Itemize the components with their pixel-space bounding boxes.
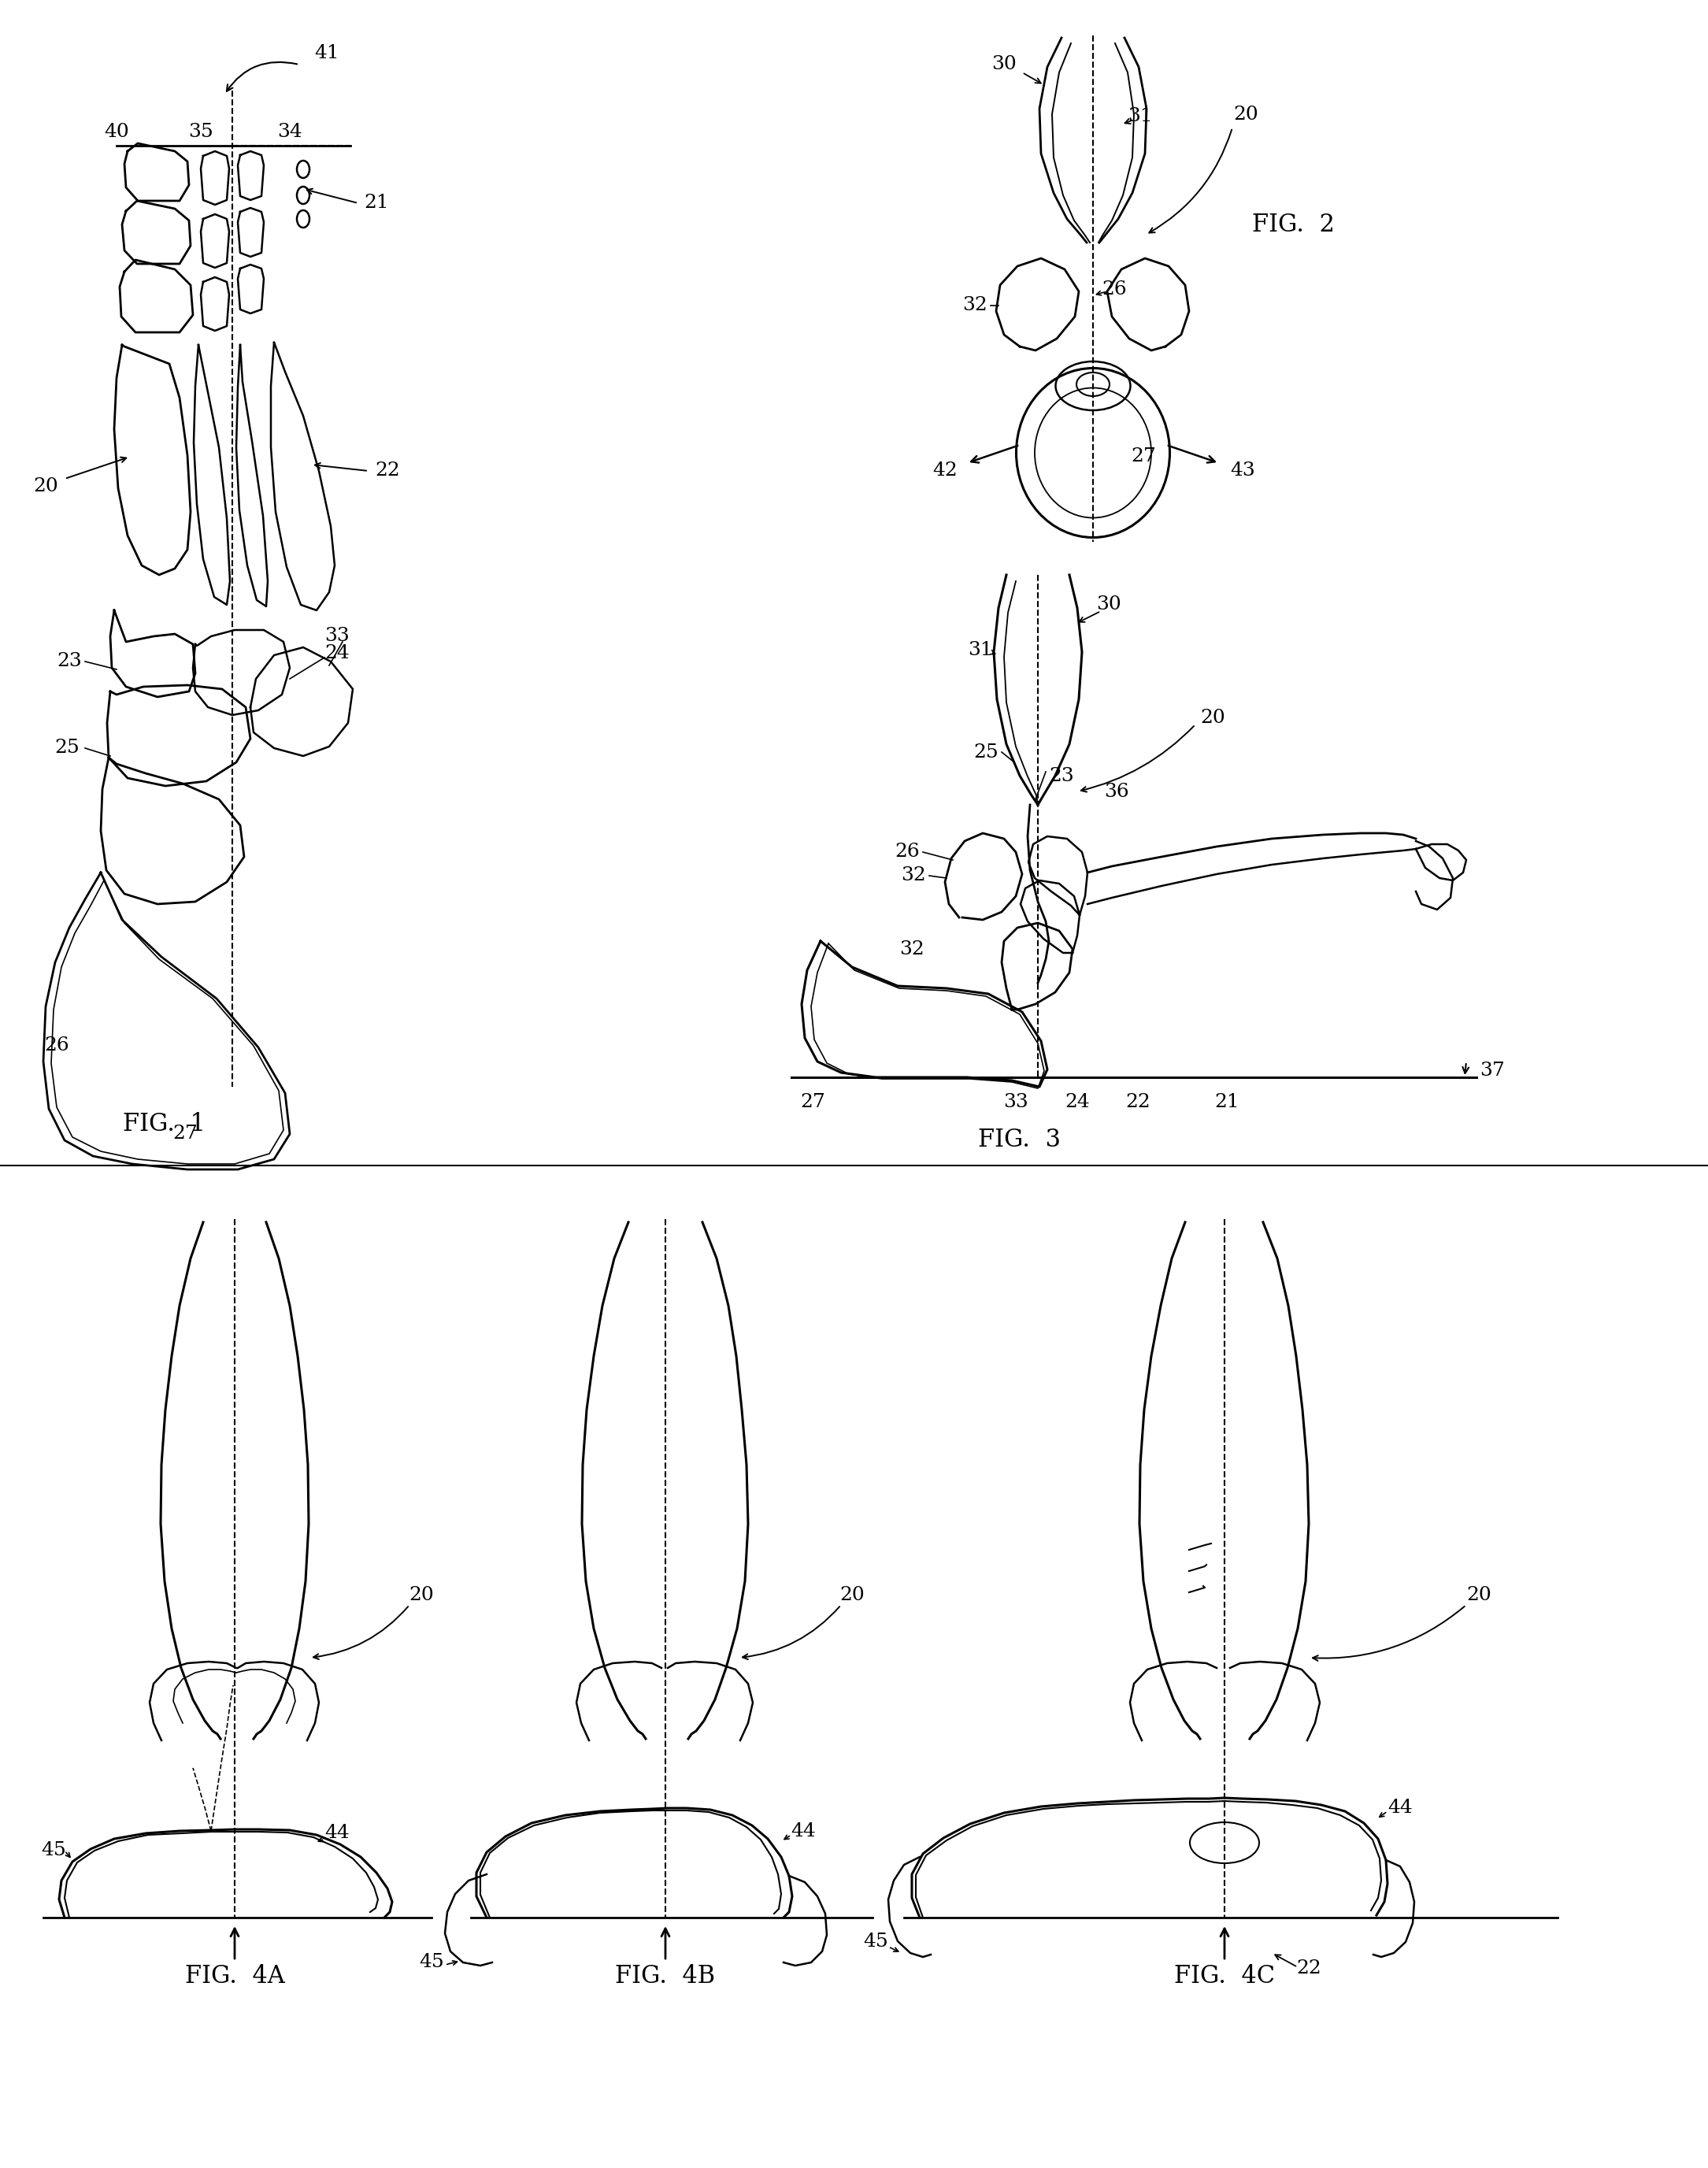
Text: FIG.  4B: FIG. 4B — [615, 1964, 716, 1988]
Text: 32: 32 — [900, 941, 924, 958]
Text: 20: 20 — [408, 1585, 434, 1604]
Text: 22: 22 — [376, 462, 400, 479]
Text: FIG.  4C: FIG. 4C — [1173, 1964, 1274, 1988]
Text: 31: 31 — [968, 640, 992, 659]
Text: 45: 45 — [863, 1932, 888, 1951]
Text: 37: 37 — [1479, 1062, 1505, 1080]
Text: 30: 30 — [992, 56, 1016, 74]
Text: 32: 32 — [962, 297, 987, 314]
Text: 27: 27 — [799, 1093, 825, 1112]
Text: 44: 44 — [791, 1821, 816, 1841]
Text: 26: 26 — [44, 1036, 70, 1056]
Text: 20: 20 — [1201, 709, 1225, 726]
Text: FIG.  4A: FIG. 4A — [184, 1964, 285, 1988]
Text: 32: 32 — [900, 867, 926, 885]
Text: 20: 20 — [32, 477, 58, 496]
Text: 34: 34 — [277, 124, 302, 141]
Text: 26: 26 — [1102, 280, 1127, 299]
Text: 23: 23 — [1049, 767, 1074, 785]
Text: 40: 40 — [104, 124, 130, 141]
Text: 26: 26 — [895, 843, 919, 861]
Text: 30: 30 — [1097, 596, 1120, 614]
Text: 27: 27 — [1131, 449, 1156, 466]
Text: 33: 33 — [325, 627, 350, 646]
Text: 41: 41 — [314, 46, 340, 63]
Text: 24: 24 — [325, 644, 350, 663]
Text: 44: 44 — [1387, 1797, 1413, 1817]
Text: 23: 23 — [56, 653, 82, 670]
Text: 43: 43 — [1230, 462, 1255, 479]
Text: 35: 35 — [188, 124, 214, 141]
Text: 21: 21 — [364, 195, 389, 212]
Text: 25: 25 — [974, 744, 999, 761]
Text: 44: 44 — [325, 1823, 350, 1843]
Text: 25: 25 — [55, 739, 80, 757]
Text: 36: 36 — [1103, 783, 1129, 800]
Text: FIG.  3: FIG. 3 — [979, 1127, 1061, 1153]
Text: 20: 20 — [840, 1585, 864, 1604]
Text: 22: 22 — [1126, 1093, 1151, 1112]
Text: 27: 27 — [173, 1125, 198, 1143]
Text: 45: 45 — [418, 1953, 444, 1971]
Text: 22: 22 — [1296, 1960, 1322, 1977]
Text: FIG.  2: FIG. 2 — [1252, 212, 1334, 236]
Text: 21: 21 — [1214, 1093, 1240, 1112]
Text: 20: 20 — [1467, 1585, 1491, 1604]
Text: 31: 31 — [1127, 108, 1153, 126]
Text: 24: 24 — [1064, 1093, 1090, 1112]
Text: 42: 42 — [933, 462, 958, 479]
Text: FIG.  1: FIG. 1 — [123, 1112, 205, 1136]
Text: 45: 45 — [41, 1841, 67, 1860]
Text: 20: 20 — [1233, 104, 1259, 124]
Text: 33: 33 — [1003, 1093, 1028, 1112]
